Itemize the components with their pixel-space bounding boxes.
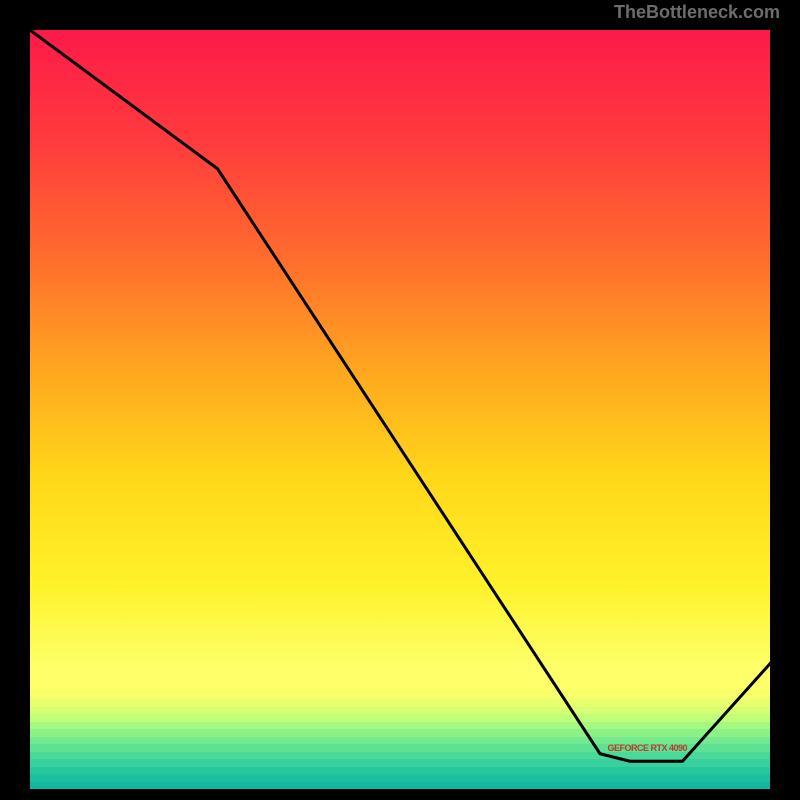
bottleneck-curve — [30, 30, 780, 780]
gpu-label: GEFORCE RTX 4090 — [608, 743, 688, 753]
color-band — [30, 782, 770, 790]
attribution-text: TheBottleneck.com — [614, 2, 780, 23]
curve-line — [30, 30, 780, 761]
chart-container: TheBottleneck.com GEFORCE RTX 4090 — [0, 0, 800, 800]
plot-area: GEFORCE RTX 4090 — [25, 25, 775, 775]
